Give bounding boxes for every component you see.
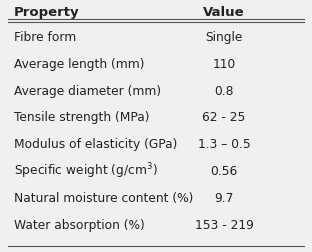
- Text: 153 - 219: 153 - 219: [195, 218, 253, 231]
- Text: Average diameter (mm): Average diameter (mm): [14, 84, 161, 97]
- Text: 0.8: 0.8: [214, 84, 234, 97]
- Text: 1.3 – 0.5: 1.3 – 0.5: [198, 138, 251, 151]
- Text: Specific weight (g/cm$^3$): Specific weight (g/cm$^3$): [14, 161, 158, 181]
- Text: 110: 110: [212, 58, 236, 71]
- Text: 0.56: 0.56: [210, 164, 238, 177]
- Text: Property: Property: [14, 6, 79, 19]
- Text: 9.7: 9.7: [214, 191, 234, 204]
- Text: Water absorption (%): Water absorption (%): [14, 218, 144, 231]
- Text: Value: Value: [203, 6, 245, 19]
- Text: Single: Single: [205, 31, 243, 44]
- Text: 62 - 25: 62 - 25: [202, 111, 246, 124]
- Text: Modulus of elasticity (GPa): Modulus of elasticity (GPa): [14, 138, 177, 151]
- Text: Fibre form: Fibre form: [14, 31, 76, 44]
- Text: Average length (mm): Average length (mm): [14, 58, 144, 71]
- Text: Natural moisture content (%): Natural moisture content (%): [14, 191, 193, 204]
- Text: Tensile strength (MPa): Tensile strength (MPa): [14, 111, 149, 124]
